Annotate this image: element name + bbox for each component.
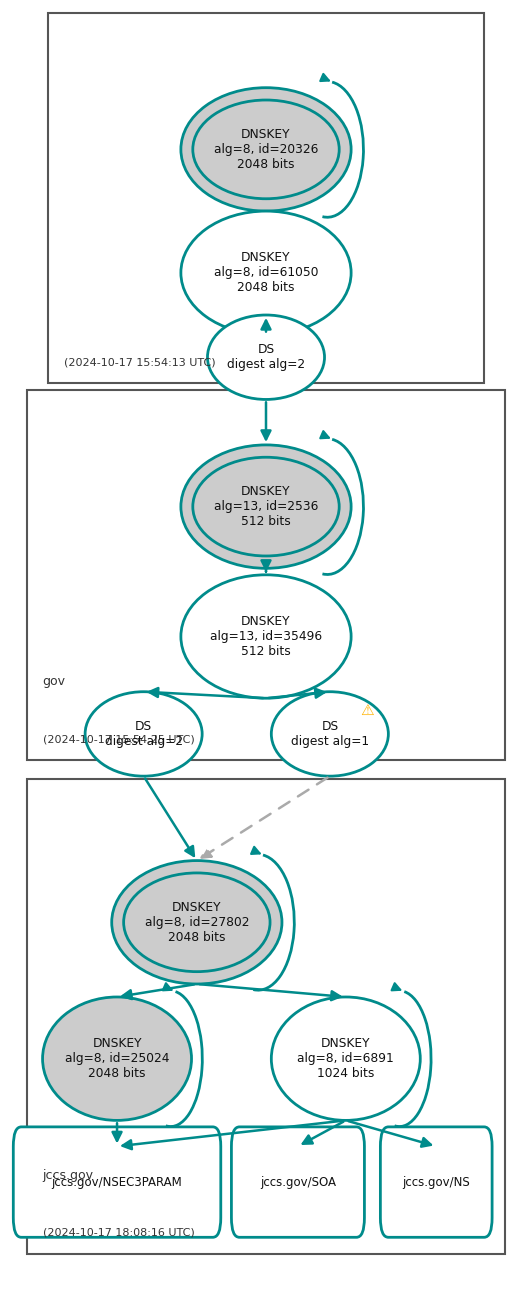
Ellipse shape — [271, 998, 420, 1120]
Text: jccs.gov/NSEC3PARAM: jccs.gov/NSEC3PARAM — [52, 1176, 182, 1189]
Text: DS
digest alg=1: DS digest alg=1 — [291, 720, 369, 748]
Ellipse shape — [181, 88, 351, 212]
FancyBboxPatch shape — [380, 1126, 492, 1237]
Text: (2024-10-17 18:08:16 UTC): (2024-10-17 18:08:16 UTC) — [43, 1228, 194, 1238]
Text: DS
digest alg=2: DS digest alg=2 — [105, 720, 182, 748]
Text: gov: gov — [43, 675, 65, 688]
Text: DNSKEY
alg=13, id=2536
512 bits: DNSKEY alg=13, id=2536 512 bits — [214, 485, 318, 529]
Text: DNSKEY
alg=8, id=6891
1024 bits: DNSKEY alg=8, id=6891 1024 bits — [297, 1037, 394, 1081]
Ellipse shape — [181, 210, 351, 335]
Ellipse shape — [181, 444, 351, 569]
Text: jccs.gov/NS: jccs.gov/NS — [402, 1176, 470, 1189]
Text: jccs.gov/SOA: jccs.gov/SOA — [260, 1176, 336, 1189]
Text: DNSKEY
alg=8, id=61050
2048 bits: DNSKEY alg=8, id=61050 2048 bits — [214, 251, 318, 295]
Text: ⚠: ⚠ — [360, 703, 374, 718]
FancyBboxPatch shape — [231, 1126, 364, 1237]
Text: jccs.gov: jccs.gov — [43, 1169, 94, 1182]
Ellipse shape — [207, 316, 325, 400]
Text: (2024-10-17 15:54:25 UTC): (2024-10-17 15:54:25 UTC) — [43, 734, 194, 744]
Text: DNSKEY
alg=8, id=27802
2048 bits: DNSKEY alg=8, id=27802 2048 bits — [145, 900, 249, 944]
Text: DS
digest alg=2: DS digest alg=2 — [227, 343, 305, 372]
Ellipse shape — [85, 692, 202, 777]
Ellipse shape — [181, 574, 351, 699]
FancyBboxPatch shape — [13, 1126, 221, 1237]
Ellipse shape — [43, 998, 192, 1120]
Text: DNSKEY
alg=13, id=35496
512 bits: DNSKEY alg=13, id=35496 512 bits — [210, 614, 322, 659]
Text: DNSKEY
alg=8, id=20326
2048 bits: DNSKEY alg=8, id=20326 2048 bits — [214, 127, 318, 171]
Ellipse shape — [112, 861, 282, 985]
Ellipse shape — [271, 692, 388, 777]
Text: (2024-10-17 15:54:13 UTC): (2024-10-17 15:54:13 UTC) — [64, 357, 215, 368]
Text: DNSKEY
alg=8, id=25024
2048 bits: DNSKEY alg=8, id=25024 2048 bits — [65, 1037, 169, 1081]
